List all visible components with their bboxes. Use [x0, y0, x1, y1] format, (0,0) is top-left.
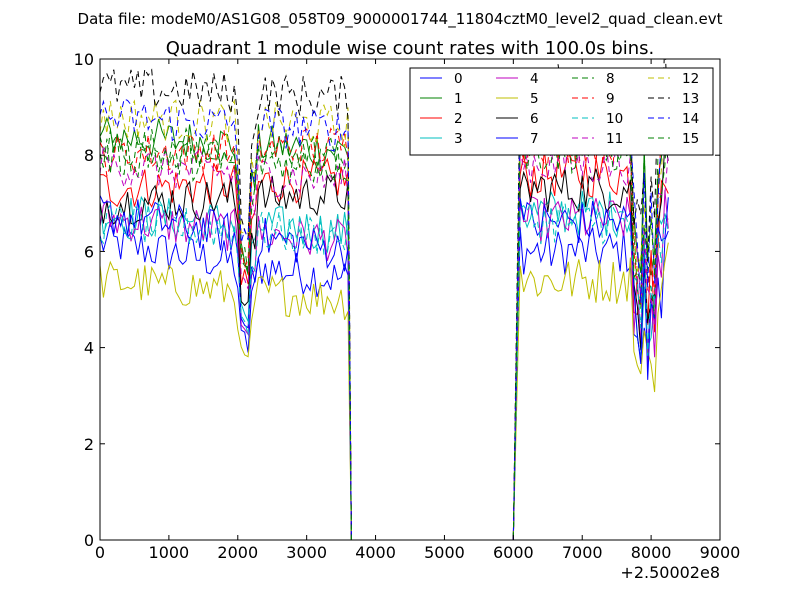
x-tick-label: 7000 [562, 543, 603, 562]
y-tick-label: 6 [84, 242, 94, 261]
legend-label-0: 0 [454, 71, 463, 87]
legend-label-14: 14 [682, 111, 699, 127]
x-offset-label: +2.50002e8 [620, 563, 720, 582]
series-line-14 [100, 90, 669, 540]
legend-label-3: 3 [454, 131, 463, 147]
legend-label-9: 9 [606, 91, 615, 107]
legend-label-12: 12 [682, 71, 699, 87]
series-line-7 [100, 195, 669, 540]
x-tick-label: 2000 [217, 543, 258, 562]
legend-label-13: 13 [682, 91, 699, 107]
series-line-11 [100, 140, 669, 540]
x-tick-label: 5000 [424, 543, 465, 562]
y-tick-label: 8 [84, 146, 94, 165]
y-tick-label: 4 [84, 339, 94, 358]
series-line-12 [100, 87, 669, 540]
series-line-3 [100, 190, 669, 540]
legend-label-7: 7 [530, 131, 539, 147]
y-tick-label: 0 [84, 531, 94, 550]
series-line-13 [100, 59, 669, 540]
series-line-5 [100, 242, 669, 540]
legend-label-5: 5 [530, 91, 539, 107]
x-tick-label: 4000 [355, 543, 396, 562]
x-tick-label: 9000 [700, 543, 741, 562]
legend-label-4: 4 [530, 71, 539, 87]
series-line-2 [100, 149, 669, 540]
legend-label-2: 2 [454, 111, 463, 127]
series-line-4 [100, 190, 669, 540]
legend-label-15: 15 [682, 131, 699, 147]
series-line-8 [100, 107, 669, 540]
x-tick-label: 6000 [493, 543, 534, 562]
series-line-15 [100, 125, 669, 540]
ticks-layer: 0 1000 2000 3000 4000 5000 6000 7000 8000 9000 0 2 4… [74, 50, 741, 562]
legend-label-1: 1 [454, 91, 463, 107]
plot-frame [99, 58, 721, 541]
legend-label-11: 11 [606, 131, 623, 147]
series-line-0 [100, 221, 669, 540]
legend-label-8: 8 [606, 71, 615, 87]
series-line-10 [100, 200, 669, 540]
series-line-6 [100, 143, 669, 540]
legend-label-6: 6 [530, 111, 539, 127]
chart-suptitle: Data file: modeM0/AS1G08_058T09_90000017… [78, 10, 723, 29]
x-tick-label: 1000 [149, 543, 190, 562]
x-tick-label: 8000 [631, 543, 672, 562]
legend-frame [409, 67, 714, 156]
y-tick-label: 2 [84, 435, 94, 454]
chart-title: Quadrant 1 module wise count rates with … [166, 38, 655, 59]
x-tick-label: 0 [95, 543, 105, 562]
y-tick-label: 10 [74, 50, 94, 69]
series-line-9 [100, 118, 669, 540]
x-tick-label: 3000 [286, 543, 327, 562]
legend-label-10: 10 [606, 111, 623, 127]
